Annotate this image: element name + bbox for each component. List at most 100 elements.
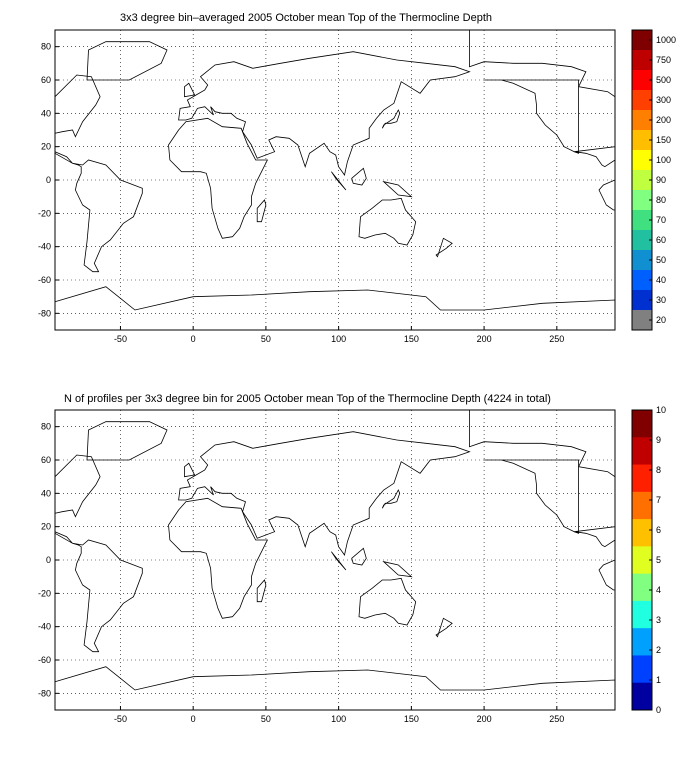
colorbar-swatch xyxy=(632,410,652,438)
colorbar-swatch xyxy=(632,110,652,131)
x-tick-label: -50 xyxy=(114,334,127,344)
x-tick-label: 100 xyxy=(331,334,346,344)
gridlines xyxy=(55,410,615,710)
coastline-britain xyxy=(184,462,196,478)
coastline-newguinea xyxy=(382,560,413,578)
x-tick-label: 50 xyxy=(261,714,271,724)
colorbar-label: 30 xyxy=(656,295,666,305)
y-tick-label: 80 xyxy=(41,42,51,52)
colorbar-label: 150 xyxy=(656,135,671,145)
coastline-borneo xyxy=(351,167,367,186)
colorbar-label: 7 xyxy=(656,495,661,505)
y-tick-label: -80 xyxy=(38,308,51,318)
coastline-na-west xyxy=(484,459,579,534)
coastline-sa xyxy=(54,531,143,653)
gridlines xyxy=(55,30,615,330)
y-tick-label: -80 xyxy=(38,688,51,698)
coastline-eurasia xyxy=(178,431,471,556)
colorbar-swatch xyxy=(632,310,652,331)
colorbar-swatch xyxy=(632,491,652,520)
colorbar-swatch xyxy=(632,546,652,575)
coastline-sumatra xyxy=(331,551,347,571)
colorbar-label: 750 xyxy=(656,55,671,65)
coastline-na-west xyxy=(484,79,579,154)
colorbar-label: 6 xyxy=(656,525,661,535)
coastline-madagascar xyxy=(256,579,267,603)
colorbar-label: 200 xyxy=(656,115,671,125)
coastline-africa xyxy=(168,117,269,239)
colorbar-label: 300 xyxy=(656,95,671,105)
coastline-sa xyxy=(54,151,143,273)
colorbar-label: 8 xyxy=(656,465,661,475)
y-tick-label: 60 xyxy=(41,75,51,85)
colorbar-swatch xyxy=(632,230,652,251)
colorbar-label: 9 xyxy=(656,435,661,445)
y-tick-label: 0 xyxy=(46,555,51,565)
y-tick-label: -20 xyxy=(38,588,51,598)
colorbar-swatch xyxy=(632,437,652,466)
y-tick-label: -40 xyxy=(38,622,51,632)
colorbar-label: 5 xyxy=(656,555,661,565)
y-tick-label: 20 xyxy=(41,142,51,152)
colorbar-swatch xyxy=(632,90,652,111)
colorbar-label: 40 xyxy=(656,275,666,285)
colorbar-swatch xyxy=(632,50,652,71)
colorbar-swatch xyxy=(632,70,652,91)
colorbar-swatch xyxy=(632,150,652,171)
y-tick-label: 20 xyxy=(41,522,51,532)
coastline-borneo xyxy=(351,547,367,566)
colorbar-label: 10 xyxy=(656,405,666,415)
coastline-newguinea xyxy=(382,180,413,198)
colorbar-label: 20 xyxy=(656,315,666,325)
y-tick-label: 40 xyxy=(41,108,51,118)
x-tick-label: 250 xyxy=(549,714,564,724)
x-tick-label: 100 xyxy=(331,714,346,724)
coastline-na xyxy=(54,74,101,138)
x-tick-label: -50 xyxy=(114,714,127,724)
colorbar-label: 0 xyxy=(656,705,661,715)
colorbar-label: 3 xyxy=(656,615,661,625)
colorbar-label: 4 xyxy=(656,585,661,595)
colorbar-swatch xyxy=(632,655,652,684)
coastline-sumatra xyxy=(331,171,347,191)
colorbar-label: 80 xyxy=(656,195,666,205)
x-tick-label: 150 xyxy=(404,334,419,344)
y-tick-label: 60 xyxy=(41,455,51,465)
y-tick-label: -60 xyxy=(38,655,51,665)
colorbar-label: 50 xyxy=(656,255,666,265)
colorbar-label: 70 xyxy=(656,215,666,225)
colorbar-label: 1000 xyxy=(656,35,676,45)
coastline-madagascar xyxy=(256,199,267,223)
colorbar-swatch xyxy=(632,170,652,191)
map1-title: 3x3 degree bin–averaged 2005 October mea… xyxy=(120,12,493,24)
coastline-eurasia xyxy=(178,51,471,176)
y-tick-label: 80 xyxy=(41,422,51,432)
x-tick-label: 0 xyxy=(191,334,196,344)
colorbar-swatch xyxy=(632,30,652,51)
colorbar-swatch xyxy=(632,290,652,311)
colorbar-label: 60 xyxy=(656,235,666,245)
y-tick-label: 40 xyxy=(41,488,51,498)
x-tick-label: 200 xyxy=(477,334,492,344)
y-tick-label: -40 xyxy=(38,242,51,252)
coastline-australia xyxy=(358,577,417,626)
colorbar-label: 2 xyxy=(656,645,661,655)
colorbar-swatch xyxy=(632,210,652,231)
colorbar-label: 90 xyxy=(656,175,666,185)
coastline-newzealand xyxy=(435,617,453,638)
x-tick-label: 50 xyxy=(261,334,271,344)
colorbar-swatch xyxy=(632,682,652,711)
coastline-newzealand xyxy=(435,237,453,258)
colorbar-swatch xyxy=(632,190,652,211)
colorbar-swatch xyxy=(632,250,652,271)
x-tick-label: 250 xyxy=(549,334,564,344)
x-tick-label: 200 xyxy=(477,714,492,724)
colorbar-swatch xyxy=(632,628,652,656)
colorbar-swatch xyxy=(632,519,652,547)
y-tick-label: 0 xyxy=(46,175,51,185)
map2-title: N of profiles per 3x3 degree bin for 200… xyxy=(64,393,551,405)
profile-count-map: -50 0 50 100 150 200 250806040200-20-40-60-801… xyxy=(38,405,666,724)
colorbar-label: 500 xyxy=(656,75,671,85)
colorbar-label: 1 xyxy=(656,675,661,685)
coastline-africa xyxy=(168,497,269,619)
